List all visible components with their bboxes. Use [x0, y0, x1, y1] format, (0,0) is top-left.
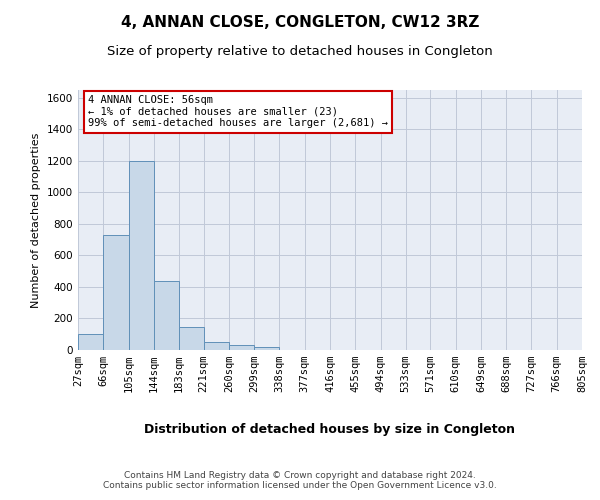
Bar	[254, 347, 280, 350]
Bar	[154, 282, 179, 350]
Text: Distribution of detached houses by size in Congleton: Distribution of detached houses by size …	[145, 422, 515, 436]
Text: 4, ANNAN CLOSE, CONGLETON, CW12 3RZ: 4, ANNAN CLOSE, CONGLETON, CW12 3RZ	[121, 15, 479, 30]
Text: Contains HM Land Registry data © Crown copyright and database right 2024.
Contai: Contains HM Land Registry data © Crown c…	[103, 470, 497, 490]
Bar	[128, 161, 154, 350]
Bar	[78, 334, 103, 350]
Text: 4 ANNAN CLOSE: 56sqm
← 1% of detached houses are smaller (23)
99% of semi-detach: 4 ANNAN CLOSE: 56sqm ← 1% of detached ho…	[88, 95, 388, 128]
Bar	[229, 346, 254, 350]
Text: Size of property relative to detached houses in Congleton: Size of property relative to detached ho…	[107, 45, 493, 58]
Bar	[203, 342, 229, 350]
Y-axis label: Number of detached properties: Number of detached properties	[31, 132, 41, 308]
Bar	[103, 235, 128, 350]
Bar	[179, 327, 203, 350]
